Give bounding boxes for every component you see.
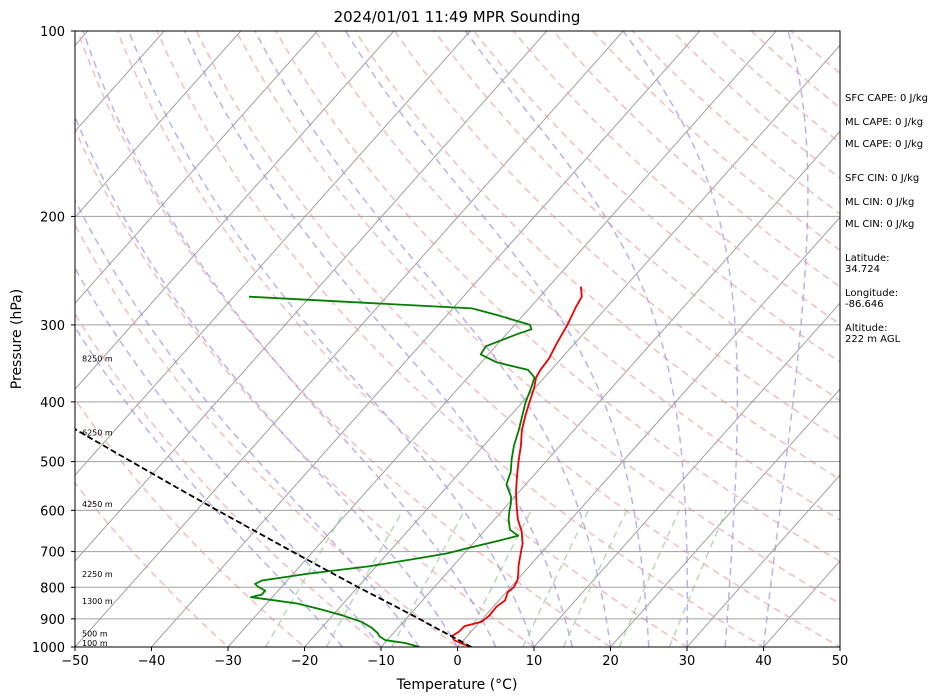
moist-adiabat-line — [75, 114, 459, 647]
ml-cin-value: ML CIN: 0 J/kg — [845, 197, 915, 208]
isotherm-line — [75, 31, 242, 218]
mixing-ratio-line — [562, 509, 628, 647]
dry-adiabat-line — [393, 31, 840, 441]
dry-adiabat-line — [116, 31, 689, 647]
x-tick-label: 20 — [602, 654, 619, 669]
dry-adiabat-line — [75, 223, 459, 647]
dry-adiabat-line — [750, 31, 840, 109]
dry-adiabat-line — [156, 31, 765, 647]
moist-adiabat-line — [75, 325, 344, 647]
x-axis-title: Temperature (°C) — [396, 677, 518, 693]
parcel-line — [75, 428, 472, 647]
x-tick-label: 10 — [526, 654, 543, 669]
moist-adiabat-line — [762, 31, 809, 647]
isotherm-line — [456, 216, 840, 647]
isotherm-line — [75, 31, 318, 304]
isotherm-line — [227, 31, 777, 647]
y-axis-title: Pressure (hPa) — [9, 289, 25, 389]
mixing-ratio-line — [391, 509, 466, 647]
moist-adiabat-line — [464, 31, 689, 647]
moist-adiabat-line — [622, 31, 739, 647]
dry-adiabat-line — [195, 31, 840, 647]
mixing-ratio-line — [325, 509, 404, 647]
background-lines — [75, 31, 840, 647]
x-tick-label: 0 — [453, 654, 461, 669]
moist-adiabat-line — [75, 198, 420, 647]
dry-adiabat-line — [75, 127, 536, 647]
dry-adiabat-line — [76, 31, 612, 647]
y-tick-label: 1000 — [32, 641, 65, 656]
isotherm-line — [75, 31, 548, 562]
y-tick-label: 800 — [40, 581, 65, 596]
y-tick-label: 200 — [40, 210, 65, 225]
x-tick-label: −40 — [138, 654, 165, 669]
y-tick-label: 400 — [40, 396, 65, 411]
y-tick-label: 600 — [40, 504, 65, 519]
height-label: 500 m — [82, 629, 108, 638]
isotherm-line — [150, 31, 701, 647]
height-label: 100 m — [82, 639, 108, 648]
dry-adiabat-line — [710, 31, 840, 144]
y-tick-label: 700 — [40, 546, 65, 561]
plot-frame — [74, 30, 841, 648]
isotherm-line — [75, 31, 471, 476]
sfc-cape-value: SFC CAPE: 0 J/kg — [845, 93, 928, 104]
latitude-value: Latitude: 34.724 — [845, 253, 890, 275]
temperature-line — [450, 286, 583, 647]
x-tick-label: 30 — [679, 654, 696, 669]
isotherm-line — [686, 474, 840, 647]
x-tick-label: −20 — [291, 654, 318, 669]
y-tick-label: 100 — [40, 25, 65, 40]
x-tick-label: −10 — [367, 654, 394, 669]
y-axis: 1000 900 800 700 600 500 400 300 200 100 — [32, 25, 75, 656]
isotherm-line — [380, 130, 840, 647]
sounding-series — [75, 286, 583, 647]
dry-adiabat-line — [354, 31, 840, 481]
x-axis: −50 −40 −30 −20 −10 0 10 20 30 40 50 — [61, 647, 848, 669]
ml-cape-value: ML CAPE: 0 J/kg — [845, 117, 924, 128]
y-tick-label: 300 — [40, 319, 65, 334]
moist-adiabat-line — [254, 31, 612, 647]
x-tick-label: 40 — [755, 654, 772, 669]
mixing-ratio-line — [668, 510, 727, 647]
height-label: 8250 m — [82, 354, 113, 363]
longitude-value: Longitude: -86.646 — [845, 288, 899, 310]
ml-cape-value-2: ML CAPE: 0 J/kg — [845, 139, 924, 150]
altitude-value: Altitude: 222 m AGL — [845, 323, 901, 345]
isotherm-line — [75, 31, 624, 647]
isotherm-line — [609, 388, 840, 647]
moist-adiabat-line — [344, 31, 650, 647]
x-tick-label: 50 — [832, 654, 849, 669]
moist-adiabat-line — [128, 31, 535, 647]
dry-adiabat-line — [75, 481, 230, 647]
chart-title: 2024/01/01 11:49 MPR Sounding — [334, 8, 581, 26]
isotherm-line — [533, 302, 840, 647]
dry-adiabat-line — [235, 31, 840, 605]
isotherm-line — [75, 31, 165, 133]
height-label: 4250 m — [82, 500, 113, 509]
dewpoint-line — [248, 295, 536, 647]
y-tick-label: 500 — [40, 456, 65, 471]
isotherm-line — [303, 44, 840, 647]
dry-adiabat-line — [75, 312, 383, 647]
pressure-gridlines — [75, 31, 840, 647]
moist-adiabat-line — [82, 31, 497, 647]
x-tick-label: −50 — [61, 654, 88, 669]
ml-cin-value-2: ML CIN: 0 J/kg — [845, 219, 915, 230]
height-label: 2250 m — [82, 570, 113, 579]
moist-adiabat-line — [184, 31, 574, 647]
dry-adiabat-line — [433, 31, 840, 402]
height-label: 1300 m — [82, 597, 113, 606]
mixing-ratio-line — [264, 509, 346, 647]
height-label: 6250 m — [82, 428, 113, 437]
sfc-cin-value: SFC CIN: 0 J/kg — [845, 173, 920, 184]
dry-adiabat-line — [75, 398, 306, 647]
y-tick-label: 900 — [40, 613, 65, 628]
x-tick-label: −30 — [214, 654, 241, 669]
